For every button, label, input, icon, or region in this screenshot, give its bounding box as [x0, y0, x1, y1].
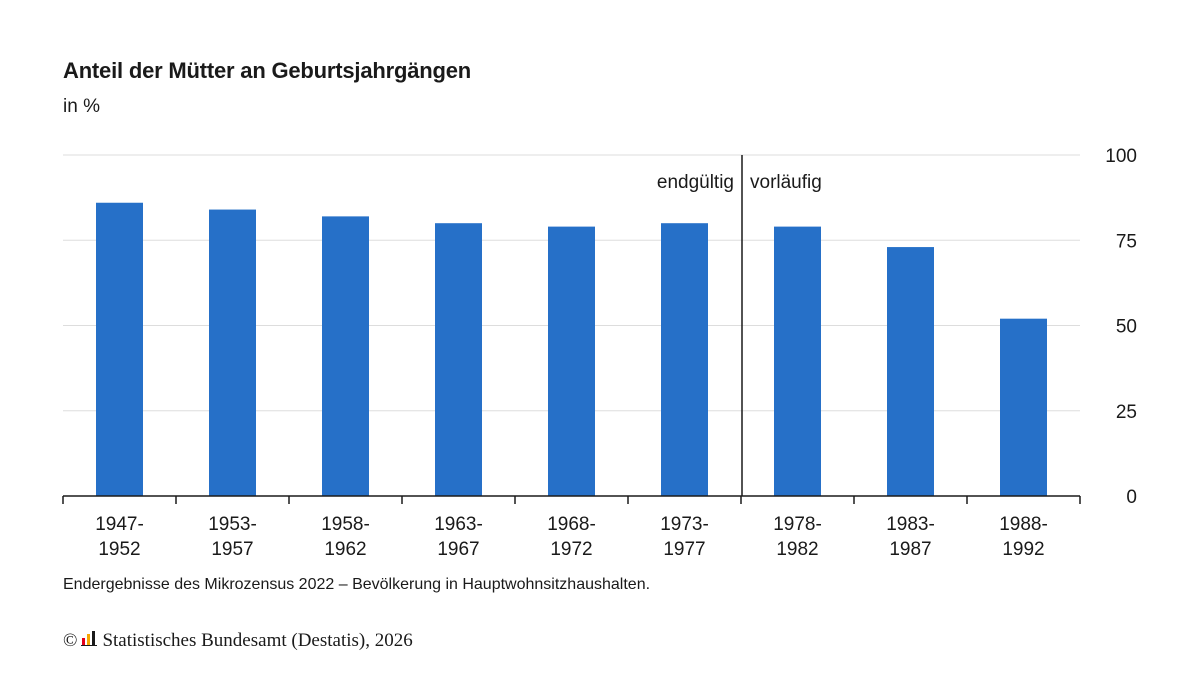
chart-subtitle: in % [63, 96, 100, 117]
bar [774, 226, 821, 497]
source-line: © Statistisches Bundesamt (Destatis), 20… [63, 630, 413, 652]
bar [1000, 318, 1047, 496]
source-text: Statistisches Bundesamt (Destatis), 2026 [102, 630, 413, 651]
divider-label-left: endgültig [657, 172, 734, 193]
chart-title: Anteil der Mütter an Geburtsjahrgängen [63, 58, 472, 83]
bar [661, 223, 708, 496]
bar [548, 226, 595, 497]
y-tick-label: 25 [1116, 402, 1137, 423]
y-tick-label: 75 [1116, 231, 1137, 252]
copyright-symbol: © [63, 630, 78, 651]
y-tick-label: 100 [1105, 146, 1137, 167]
y-tick-label: 0 [1126, 487, 1137, 508]
destatis-logo-icon [81, 630, 98, 652]
x-tick-label: 1973-1977 [660, 514, 709, 560]
bar [887, 247, 934, 496]
x-tick-label: 1983-1987 [886, 514, 935, 560]
x-tick-label: 1968-1972 [547, 514, 596, 560]
x-tick-label: 1958-1962 [321, 514, 370, 560]
bar [322, 216, 369, 496]
footnote: Endergebnisse des Mikrozensus 2022 – Bev… [63, 576, 651, 593]
x-tick-label: 1947-1952 [95, 514, 144, 560]
bar [435, 223, 482, 496]
divider-label-right: vorläufig [750, 172, 822, 193]
x-tick-label: 1978-1982 [773, 514, 822, 560]
y-tick-label: 50 [1116, 317, 1137, 338]
x-tick-label: 1988-1992 [999, 514, 1048, 560]
bar-chart: 0 25 50 75 100 1947-1952 1953-1957 1958-1962 196… [62, 146, 1137, 560]
bar [209, 209, 256, 496]
bar [96, 202, 143, 497]
x-tick-label: 1963-1967 [434, 514, 483, 560]
x-tick-label: 1953-1957 [208, 514, 257, 560]
